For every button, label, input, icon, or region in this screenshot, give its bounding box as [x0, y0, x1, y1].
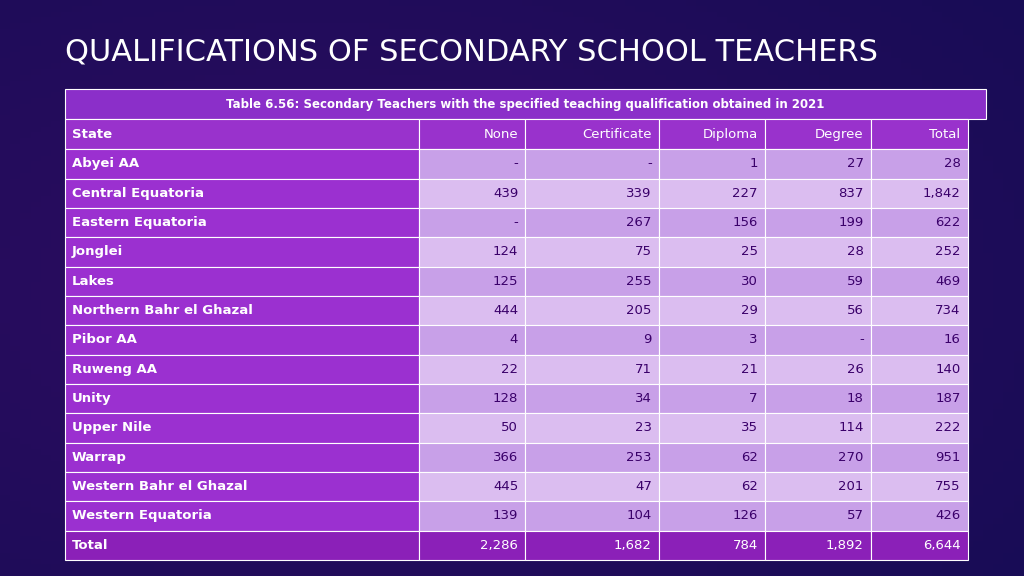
- Text: 227: 227: [732, 187, 758, 200]
- Text: 75: 75: [635, 245, 651, 259]
- Text: 62: 62: [741, 450, 758, 464]
- Text: 339: 339: [627, 187, 651, 200]
- Text: 35: 35: [740, 422, 758, 434]
- Text: 366: 366: [493, 450, 518, 464]
- Text: 21: 21: [740, 363, 758, 376]
- Text: Central Equatoria: Central Equatoria: [72, 187, 204, 200]
- Text: Table 6.56: Secondary Teachers with the specified teaching qualification obtaine: Table 6.56: Secondary Teachers with the …: [226, 98, 824, 111]
- Text: 426: 426: [935, 509, 961, 522]
- Text: 837: 837: [839, 187, 864, 200]
- Text: 27: 27: [847, 157, 864, 170]
- Text: 56: 56: [847, 304, 864, 317]
- Text: Northern Bahr el Ghazal: Northern Bahr el Ghazal: [72, 304, 253, 317]
- Text: 139: 139: [493, 509, 518, 522]
- Text: 59: 59: [847, 275, 864, 287]
- Text: -: -: [859, 334, 864, 346]
- Text: 23: 23: [635, 422, 651, 434]
- Text: 469: 469: [935, 275, 961, 287]
- Text: 9: 9: [643, 334, 651, 346]
- Text: 50: 50: [502, 422, 518, 434]
- Text: Total: Total: [72, 539, 109, 552]
- Text: 156: 156: [732, 216, 758, 229]
- Text: Western Bahr el Ghazal: Western Bahr el Ghazal: [72, 480, 247, 493]
- Text: QUALIFICATIONS OF SECONDARY SCHOOL TEACHERS: QUALIFICATIONS OF SECONDARY SCHOOL TEACH…: [65, 37, 878, 66]
- Text: Unity: Unity: [72, 392, 112, 405]
- Text: 1,892: 1,892: [826, 539, 864, 552]
- Text: 439: 439: [493, 187, 518, 200]
- Text: 201: 201: [839, 480, 864, 493]
- Text: Western Equatoria: Western Equatoria: [72, 509, 211, 522]
- Text: 128: 128: [493, 392, 518, 405]
- Text: 1,682: 1,682: [614, 539, 651, 552]
- Text: 622: 622: [935, 216, 961, 229]
- Text: 252: 252: [935, 245, 961, 259]
- Text: 222: 222: [935, 422, 961, 434]
- Text: 1: 1: [750, 157, 758, 170]
- Text: 47: 47: [635, 480, 651, 493]
- Text: 255: 255: [627, 275, 651, 287]
- Text: 267: 267: [627, 216, 651, 229]
- Text: 187: 187: [935, 392, 961, 405]
- Text: 124: 124: [493, 245, 518, 259]
- Text: -: -: [513, 157, 518, 170]
- Text: 205: 205: [627, 304, 651, 317]
- Text: 34: 34: [635, 392, 651, 405]
- Text: 16: 16: [944, 334, 961, 346]
- Text: Warrap: Warrap: [72, 450, 127, 464]
- Text: Ruweng AA: Ruweng AA: [72, 363, 157, 376]
- Text: Jonglei: Jonglei: [72, 245, 123, 259]
- Text: Certificate: Certificate: [583, 128, 651, 141]
- Text: Degree: Degree: [815, 128, 864, 141]
- Text: 104: 104: [627, 509, 651, 522]
- Text: 18: 18: [847, 392, 864, 405]
- Text: State: State: [72, 128, 112, 141]
- Text: 140: 140: [935, 363, 961, 376]
- Text: 2,286: 2,286: [480, 539, 518, 552]
- Text: Total: Total: [930, 128, 961, 141]
- Text: 445: 445: [493, 480, 518, 493]
- Text: 26: 26: [847, 363, 864, 376]
- Text: Abyei AA: Abyei AA: [72, 157, 139, 170]
- Text: 28: 28: [944, 157, 961, 170]
- Text: 7: 7: [750, 392, 758, 405]
- Text: 28: 28: [847, 245, 864, 259]
- Text: 62: 62: [741, 480, 758, 493]
- Text: 1,842: 1,842: [923, 187, 961, 200]
- Text: 30: 30: [741, 275, 758, 287]
- Text: Pibor AA: Pibor AA: [72, 334, 136, 346]
- Text: None: None: [483, 128, 518, 141]
- Text: 71: 71: [635, 363, 651, 376]
- Text: 22: 22: [501, 363, 518, 376]
- Text: 270: 270: [839, 450, 864, 464]
- Text: 29: 29: [741, 304, 758, 317]
- Text: Upper Nile: Upper Nile: [72, 422, 152, 434]
- Text: 114: 114: [839, 422, 864, 434]
- Text: Diploma: Diploma: [702, 128, 758, 141]
- Text: 784: 784: [732, 539, 758, 552]
- Text: 126: 126: [732, 509, 758, 522]
- Text: -: -: [513, 216, 518, 229]
- Text: 734: 734: [935, 304, 961, 317]
- Text: 951: 951: [935, 450, 961, 464]
- Text: 6,644: 6,644: [923, 539, 961, 552]
- Text: 444: 444: [493, 304, 518, 317]
- Text: Eastern Equatoria: Eastern Equatoria: [72, 216, 207, 229]
- Text: Lakes: Lakes: [72, 275, 115, 287]
- Text: 199: 199: [839, 216, 864, 229]
- Text: 755: 755: [935, 480, 961, 493]
- Text: 57: 57: [847, 509, 864, 522]
- Text: 3: 3: [750, 334, 758, 346]
- Text: 125: 125: [493, 275, 518, 287]
- Text: 4: 4: [510, 334, 518, 346]
- Text: 253: 253: [627, 450, 651, 464]
- Text: -: -: [647, 157, 651, 170]
- Text: 25: 25: [740, 245, 758, 259]
